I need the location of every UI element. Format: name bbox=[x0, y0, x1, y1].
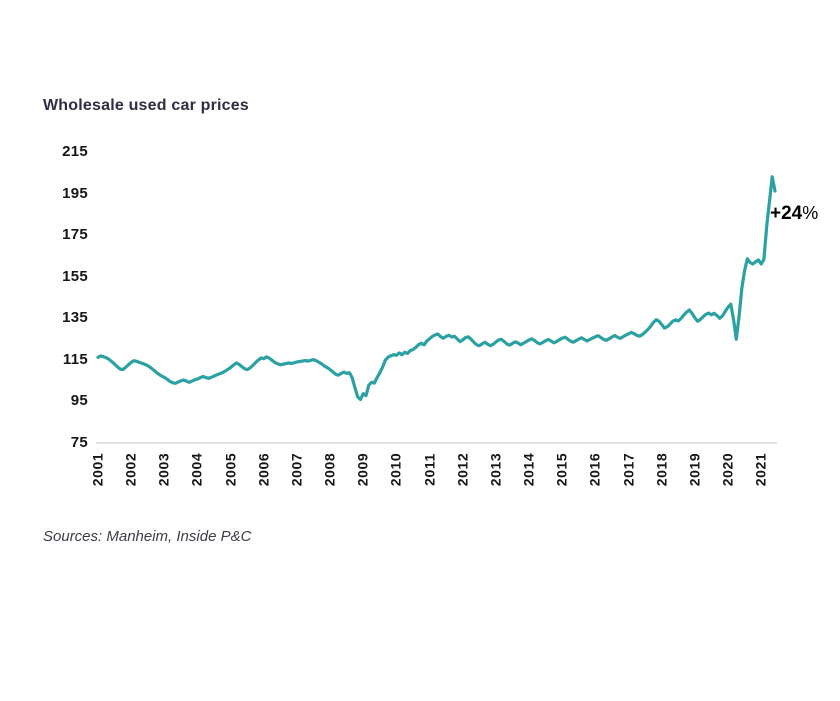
chart-title: Wholesale used car prices bbox=[43, 97, 249, 114]
y-tick-label: 95 bbox=[70, 392, 88, 409]
y-tick-label: 115 bbox=[62, 351, 88, 368]
y-tick-label: 215 bbox=[62, 143, 88, 160]
annotation-percent-sign: % bbox=[802, 203, 819, 223]
price-line bbox=[96, 175, 777, 401]
annotation-pct-change: +24% bbox=[770, 203, 818, 225]
y-tick-label: 155 bbox=[62, 268, 88, 285]
annotation-value: +24 bbox=[770, 203, 803, 224]
y-tick-label: 135 bbox=[62, 309, 88, 326]
y-tick-label: 175 bbox=[62, 226, 88, 243]
y-tick-label: 195 bbox=[62, 185, 88, 202]
source-note: Sources: Manheim, Inside P&C bbox=[43, 528, 252, 545]
y-tick-label: 75 bbox=[70, 434, 88, 451]
